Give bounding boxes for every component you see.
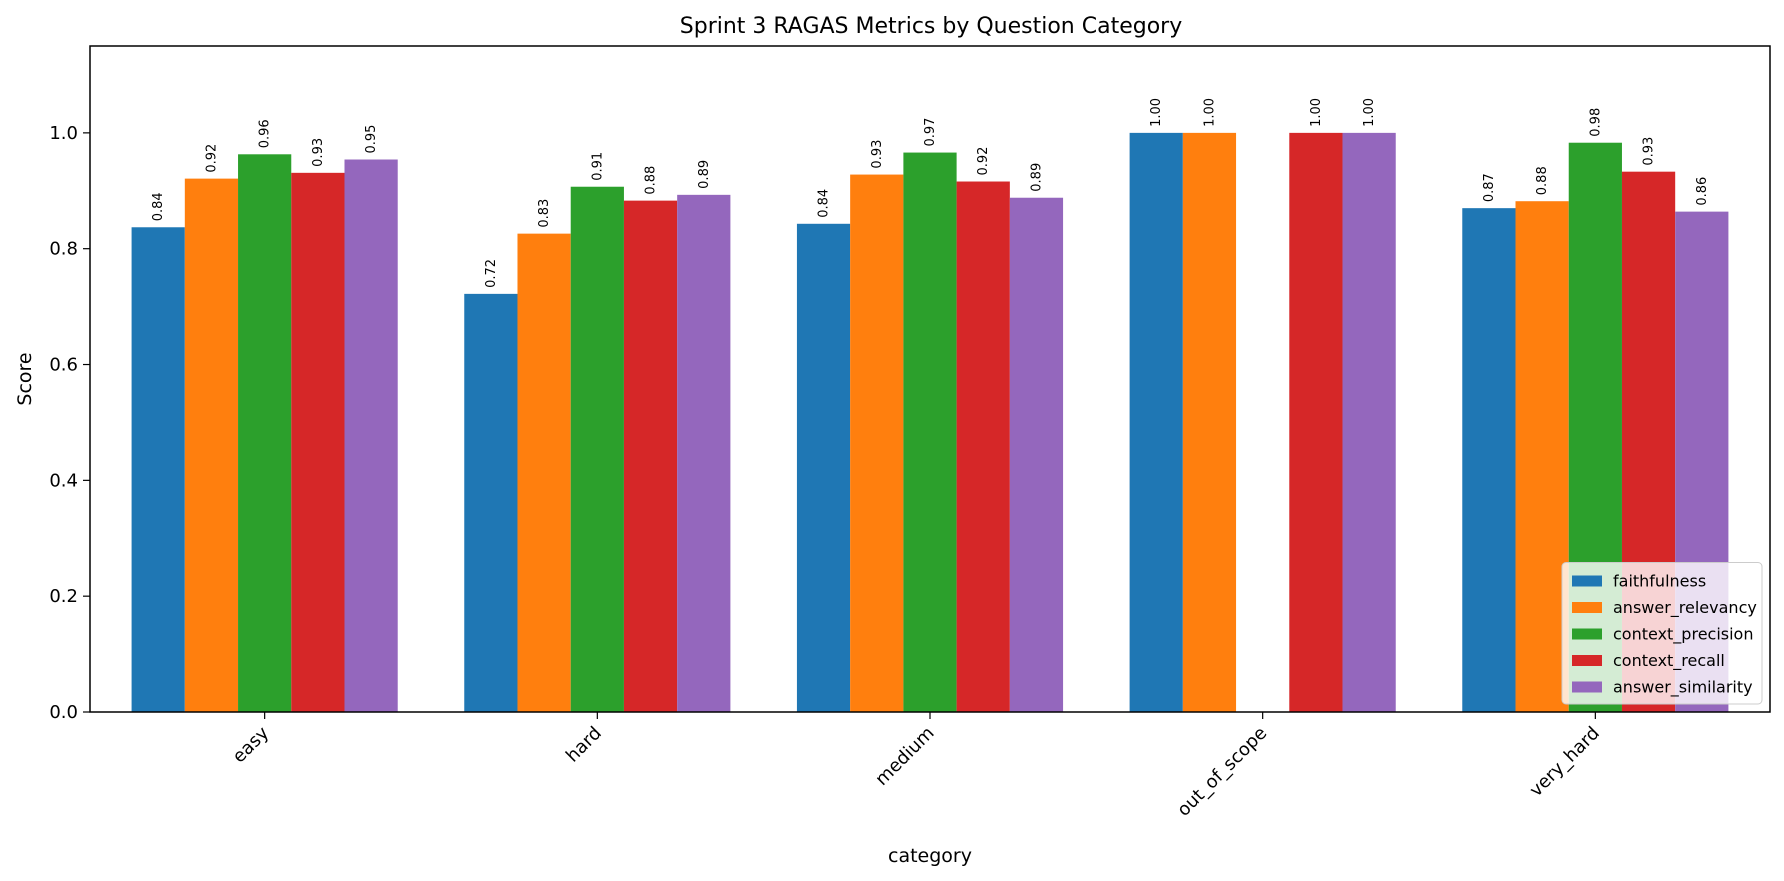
bar-answer_relevancy-medium bbox=[850, 174, 904, 712]
y-tick-label: 1.0 bbox=[49, 123, 78, 144]
bar-answer_similarity-hard bbox=[677, 194, 731, 712]
value-label-answer_relevancy-medium: 0.93 bbox=[870, 140, 885, 169]
x-tick-label-very_hard: very_hard bbox=[1526, 723, 1604, 801]
legend-label-answer_relevancy: answer_relevancy bbox=[1613, 598, 1757, 618]
bar-answer_relevancy-out_of_scope bbox=[1182, 132, 1237, 712]
bar-faithfulness-medium bbox=[796, 223, 851, 713]
legend-swatch-answer_similarity bbox=[1572, 681, 1602, 693]
bar-answer_similarity-easy bbox=[344, 159, 398, 712]
bar-context_precision-hard bbox=[570, 186, 624, 712]
bar-context_precision-medium bbox=[903, 152, 957, 712]
bar-answer_relevancy-very_hard bbox=[1515, 201, 1569, 712]
legend-swatch-answer_relevancy bbox=[1572, 602, 1602, 613]
legend-label-answer_similarity: answer_similarity bbox=[1613, 678, 1753, 698]
value-label-answer_relevancy-out_of_scope: 1.00 bbox=[1202, 98, 1217, 127]
legend: faithfulness answer_relevancy context_prec… bbox=[1561, 562, 1763, 705]
value-label-faithfulness-medium: 0.84 bbox=[817, 189, 832, 218]
bar-faithfulness-very_hard bbox=[1462, 208, 1516, 712]
bar-faithfulness-hard bbox=[464, 293, 518, 712]
x-tick-label-out_of_scope: out_of_scope bbox=[1173, 723, 1271, 821]
bar-answer_similarity-out_of_scope bbox=[1342, 132, 1396, 712]
bar-context_precision-easy bbox=[238, 154, 292, 713]
value-label-answer_relevancy-very_hard: 0.88 bbox=[1535, 166, 1550, 195]
x-axis: easy hard medium out_of_scope very_hard bbox=[229, 712, 1604, 821]
y-tick-label: 0.2 bbox=[49, 586, 78, 607]
bar-context_recall-hard bbox=[623, 200, 678, 713]
value-labels-layer: 0.84 0.72 0.84 1.00 0.87 0.92 0.83 0.93 1.00 0.88… bbox=[151, 98, 1710, 288]
value-label-context_precision-easy: 0.96 bbox=[258, 119, 273, 148]
legend-swatch-faithfulness bbox=[1572, 575, 1602, 587]
legend-label-context_recall: context_recall bbox=[1613, 651, 1725, 671]
value-label-context_recall-out_of_scope: 1.00 bbox=[1309, 98, 1324, 127]
legend-label-faithfulness: faithfulness bbox=[1613, 572, 1706, 591]
value-label-faithfulness-very_hard: 0.87 bbox=[1482, 173, 1497, 202]
y-tick-label: 0.0 bbox=[49, 702, 78, 723]
bars-layer bbox=[131, 132, 1729, 713]
value-label-context_recall-hard: 0.88 bbox=[644, 166, 659, 195]
legend-swatch-context_precision bbox=[1572, 628, 1602, 640]
value-label-faithfulness-out_of_scope: 1.00 bbox=[1149, 98, 1164, 127]
bar-context_recall-easy bbox=[291, 172, 345, 712]
y-tick-label: 0.4 bbox=[49, 470, 78, 491]
value-label-answer_relevancy-hard: 0.83 bbox=[537, 199, 552, 228]
value-label-context_recall-medium: 0.92 bbox=[976, 147, 991, 176]
value-label-answer_similarity-out_of_scope: 1.00 bbox=[1362, 98, 1377, 127]
y-axis: 0.0 0.2 0.4 0.6 0.8 1.0 bbox=[49, 123, 90, 723]
value-label-context_recall-easy: 0.93 bbox=[311, 138, 326, 167]
bar-context_recall-out_of_scope bbox=[1289, 132, 1343, 712]
value-label-answer_similarity-hard: 0.89 bbox=[697, 160, 712, 189]
y-axis-label: Score bbox=[14, 352, 36, 405]
x-tick-label-medium: medium bbox=[871, 723, 938, 790]
bar-faithfulness-out_of_scope bbox=[1129, 132, 1183, 712]
bar-answer_similarity-medium bbox=[1009, 197, 1064, 712]
value-label-answer_similarity-very_hard: 0.86 bbox=[1695, 177, 1710, 206]
x-tick-label-easy: easy bbox=[229, 722, 274, 767]
value-label-context_recall-very_hard: 0.93 bbox=[1642, 137, 1657, 166]
x-tick-label-hard: hard bbox=[562, 723, 606, 767]
y-tick-label: 0.8 bbox=[49, 239, 78, 260]
bar-answer_relevancy-hard bbox=[517, 233, 571, 713]
value-label-faithfulness-hard: 0.72 bbox=[484, 259, 499, 288]
bar-faithfulness-easy bbox=[131, 227, 185, 712]
value-label-answer_relevancy-easy: 0.92 bbox=[204, 144, 219, 173]
value-label-context_precision-hard: 0.91 bbox=[590, 152, 605, 181]
value-label-answer_similarity-medium: 0.89 bbox=[1029, 163, 1044, 192]
chart-title: Sprint 3 RAGAS Metrics by Question Categ… bbox=[680, 14, 1182, 39]
value-label-context_precision-medium: 0.97 bbox=[923, 118, 938, 147]
value-label-faithfulness-easy: 0.84 bbox=[151, 192, 166, 221]
bar-context_recall-medium bbox=[956, 181, 1010, 712]
bar-answer_relevancy-easy bbox=[184, 178, 239, 713]
legend-label-context_precision: context_precision bbox=[1613, 625, 1753, 645]
x-axis-label: category bbox=[888, 845, 972, 867]
legend-box bbox=[1561, 562, 1763, 705]
value-label-context_precision-very_hard: 0.98 bbox=[1588, 108, 1603, 137]
legend-swatch-context_recall bbox=[1572, 655, 1602, 666]
value-label-answer_similarity-easy: 0.95 bbox=[364, 125, 379, 154]
y-tick-label: 0.6 bbox=[49, 355, 78, 376]
